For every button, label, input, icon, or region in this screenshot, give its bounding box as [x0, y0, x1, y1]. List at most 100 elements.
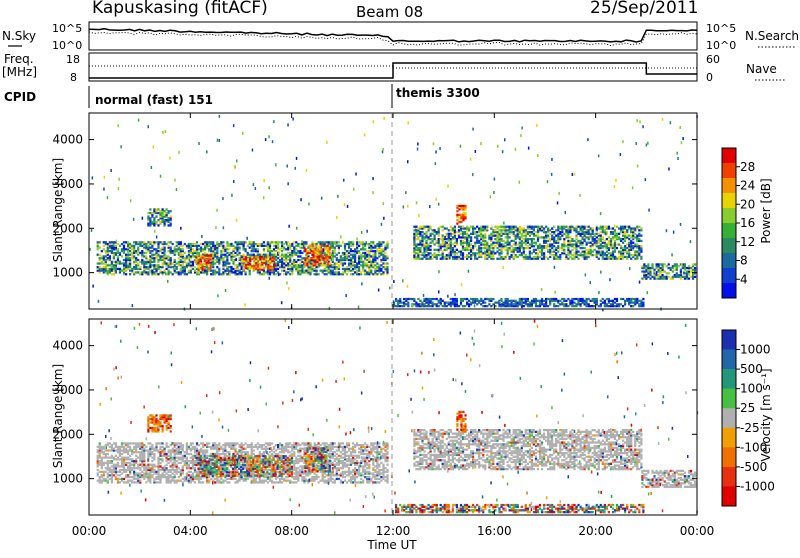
echo-cell: [434, 298, 436, 300]
echo-cell: [172, 462, 174, 464]
echo-cell: [352, 241, 354, 243]
echo-cell: [490, 298, 492, 300]
echo-cell: [580, 226, 582, 228]
echo-cell: [456, 214, 458, 216]
echo-cell: [115, 476, 117, 478]
echo-cell: [474, 236, 476, 238]
echo-cell: [197, 262, 199, 264]
echo-cell: [660, 276, 662, 278]
echo-cell: [598, 227, 600, 229]
echo-cell: [638, 303, 640, 305]
echo-cell: [200, 247, 202, 249]
echo-cell: [236, 258, 238, 261]
echo-cell: [557, 201, 559, 204]
echo-cell: [554, 291, 556, 294]
echo-cell: [645, 178, 647, 181]
echo-cell: [486, 258, 488, 260]
echo-cell: [306, 262, 308, 264]
echo-cell: [668, 276, 670, 278]
echo-cell: [444, 249, 446, 251]
echo-cell: [419, 240, 421, 242]
echo-cell: [344, 268, 346, 270]
echo-cell: [472, 226, 474, 228]
echo-cell: [547, 180, 549, 183]
echo-cell: [155, 208, 157, 210]
echo-cell: [151, 264, 153, 266]
echo-cell: [214, 252, 216, 254]
echo-cell: [513, 300, 515, 302]
echo-cell: [159, 474, 161, 476]
echo-cell: [476, 252, 478, 254]
echo-cell: [517, 227, 519, 229]
echo-cell: [450, 238, 452, 240]
echo-cell: [172, 476, 174, 478]
echo-cell: [608, 240, 610, 242]
echo-cell: [354, 264, 356, 266]
echo-cell: [448, 243, 450, 245]
echo-cell: [99, 254, 101, 256]
echo-cell: [202, 263, 204, 265]
echo-cell: [415, 229, 417, 232]
echo-cell: [97, 449, 99, 451]
echo-cell: [448, 233, 450, 235]
echo-cell: [226, 266, 228, 268]
echo-cell: [172, 472, 174, 474]
echo-cell: [281, 254, 283, 256]
echo-cell: [318, 241, 320, 243]
echo-cell: [287, 262, 289, 264]
echo-cell: [105, 462, 107, 464]
echo-cell: [376, 248, 378, 250]
echo-cell: [415, 252, 417, 254]
echo-cell: [149, 212, 151, 214]
echo-cell: [358, 306, 360, 309]
echo-cell: [480, 298, 482, 300]
echo-cell: [169, 157, 171, 160]
echo-cell: [110, 169, 112, 172]
echo-cell: [630, 227, 632, 229]
echo-cell: [446, 254, 448, 256]
echo-cell: [214, 245, 216, 247]
echo-cell: [123, 245, 125, 247]
echo-cell: [680, 126, 682, 129]
echo-cell: [505, 298, 507, 300]
echo-cell: [482, 235, 484, 237]
echo-cell: [263, 267, 265, 269]
echo-cell: [324, 273, 326, 275]
echo-cell: [182, 465, 184, 467]
echo-cell: [634, 251, 636, 253]
echo-cell: [119, 245, 121, 247]
echo-cell: [322, 241, 324, 243]
echo-cell: [277, 257, 279, 259]
echo-cell: [376, 257, 378, 259]
echo-cell: [107, 472, 109, 474]
echo-cell: [440, 226, 442, 228]
echo-cell: [416, 233, 418, 236]
echo-cell: [241, 255, 243, 257]
echo-cell: [228, 270, 230, 272]
echo-cell: [239, 247, 241, 249]
echo-cell: [358, 250, 360, 252]
echo-cell: [338, 252, 340, 254]
echo-cell: [234, 264, 236, 266]
echo-cell: [353, 188, 355, 191]
echo-cell: [640, 235, 642, 237]
echo-cell: [97, 254, 99, 256]
echo-cell: [267, 256, 269, 258]
echo-cell: [180, 451, 182, 453]
echo-cell: [151, 464, 153, 466]
echo-cell: [281, 270, 283, 272]
echo-cell: [694, 276, 696, 278]
echo-cell: [273, 258, 275, 260]
freq-label-line1: Freq.: [4, 52, 34, 66]
echo-cell: [370, 255, 372, 257]
echo-cell: [608, 226, 610, 228]
echo-cell: [615, 179, 617, 182]
echo-cell: [488, 235, 490, 237]
echo-cell: [113, 464, 115, 466]
echo-cell: [305, 270, 307, 272]
echo-cell: [608, 236, 610, 238]
echo-cell: [366, 230, 368, 233]
echo-cell: [297, 243, 299, 245]
echo-cell: [598, 258, 600, 260]
